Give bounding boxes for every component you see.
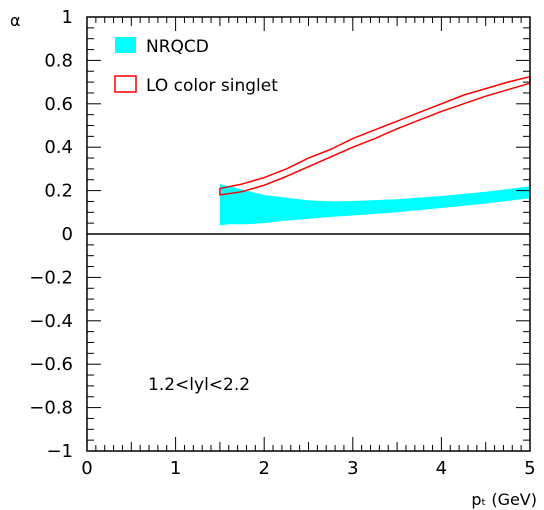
y-tick-label: −0.4 — [29, 311, 73, 332]
nrqcd-band — [219, 184, 530, 226]
legend: NRQCD LO color singlet — [114, 37, 278, 96]
x-tick-label: 2 — [258, 458, 269, 479]
y-tick-label: −0.6 — [29, 354, 73, 375]
y-tick-label: 0 — [62, 224, 73, 245]
legend-swatch-lo-color-singlet — [114, 75, 137, 93]
y-tick-label: −0.8 — [29, 398, 73, 419]
legend-label-nrqcd: NRQCD — [146, 37, 209, 57]
legend-swatch-nrqcd — [115, 37, 136, 53]
x-tick-label: 5 — [524, 458, 535, 479]
x-tick-label: 3 — [347, 458, 358, 479]
rapidity-annotation: 1.2<lyl<2.2 — [148, 375, 250, 395]
y-tick-label: −0.2 — [29, 267, 73, 288]
x-axis-label: pₜ (GeV) — [471, 490, 537, 509]
y-tick-label: −1 — [46, 441, 73, 462]
y-tick-label: 0.4 — [44, 137, 73, 158]
legend-label-lo-color-singlet: LO color singlet — [146, 76, 278, 96]
y-tick-label: 1 — [62, 7, 73, 28]
axis-ticks — [86, 16, 531, 452]
y-axis-label: α — [10, 11, 21, 30]
x-tick-label: 0 — [81, 458, 92, 479]
data-bands — [219, 75, 531, 226]
x-tick-label: 1 — [170, 458, 181, 479]
y-tick-label: 0.6 — [44, 94, 73, 115]
x-tick-label: 4 — [436, 458, 447, 479]
y-tick-label: 0.2 — [44, 181, 73, 202]
y-tick-label: 0.8 — [44, 50, 73, 71]
tick-labels: 0 1 2 3 4 5 −1 −0.8 −0.6 −0.4 −0.2 0 0.2 0.4 0.6 0.8 1 — [29, 7, 535, 479]
